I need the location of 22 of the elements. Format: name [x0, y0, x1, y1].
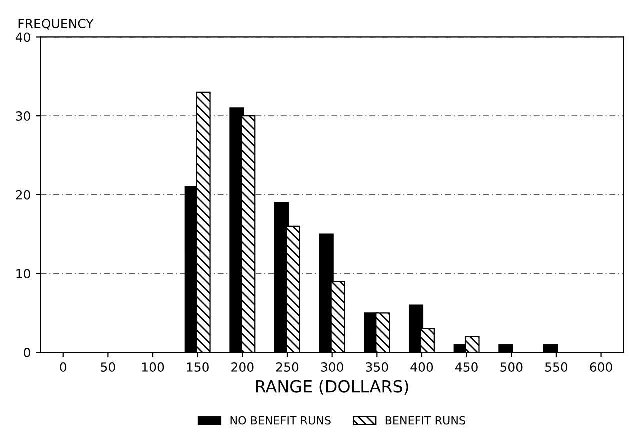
x-tick-label: 200	[232, 362, 254, 372]
x-tick-label: 0	[60, 362, 67, 372]
legend-label: BENEFIT RUNS	[386, 416, 466, 425]
x-tick-label: 400	[410, 362, 434, 372]
legend-label: NO BENEFIT RUNS	[230, 416, 331, 425]
x-tick-label: 250	[276, 362, 299, 372]
y-tick-label: 10	[16, 269, 30, 279]
y-tick-label: 20	[16, 190, 30, 200]
x-tick-label: 350	[366, 362, 388, 372]
x-tick-label: 450	[455, 362, 478, 372]
y-tick-label: 40	[16, 32, 30, 42]
x-tick-label: 550	[545, 362, 568, 372]
x-axis-title: RANGE (DOLLARS)	[256, 380, 408, 395]
x-tick-label: 500	[500, 362, 523, 372]
y-tick-label: 30	[16, 112, 30, 121]
x-tick-label: 600	[590, 362, 612, 372]
x-tick-label: 150	[187, 362, 209, 372]
x-tick-label: 50	[101, 362, 116, 372]
y-axis-title: FREQUENCY	[18, 19, 94, 30]
x-tick-label: 300	[321, 362, 344, 372]
x-tick-label: 100	[142, 362, 164, 372]
y-tick-label: 0	[24, 348, 30, 358]
